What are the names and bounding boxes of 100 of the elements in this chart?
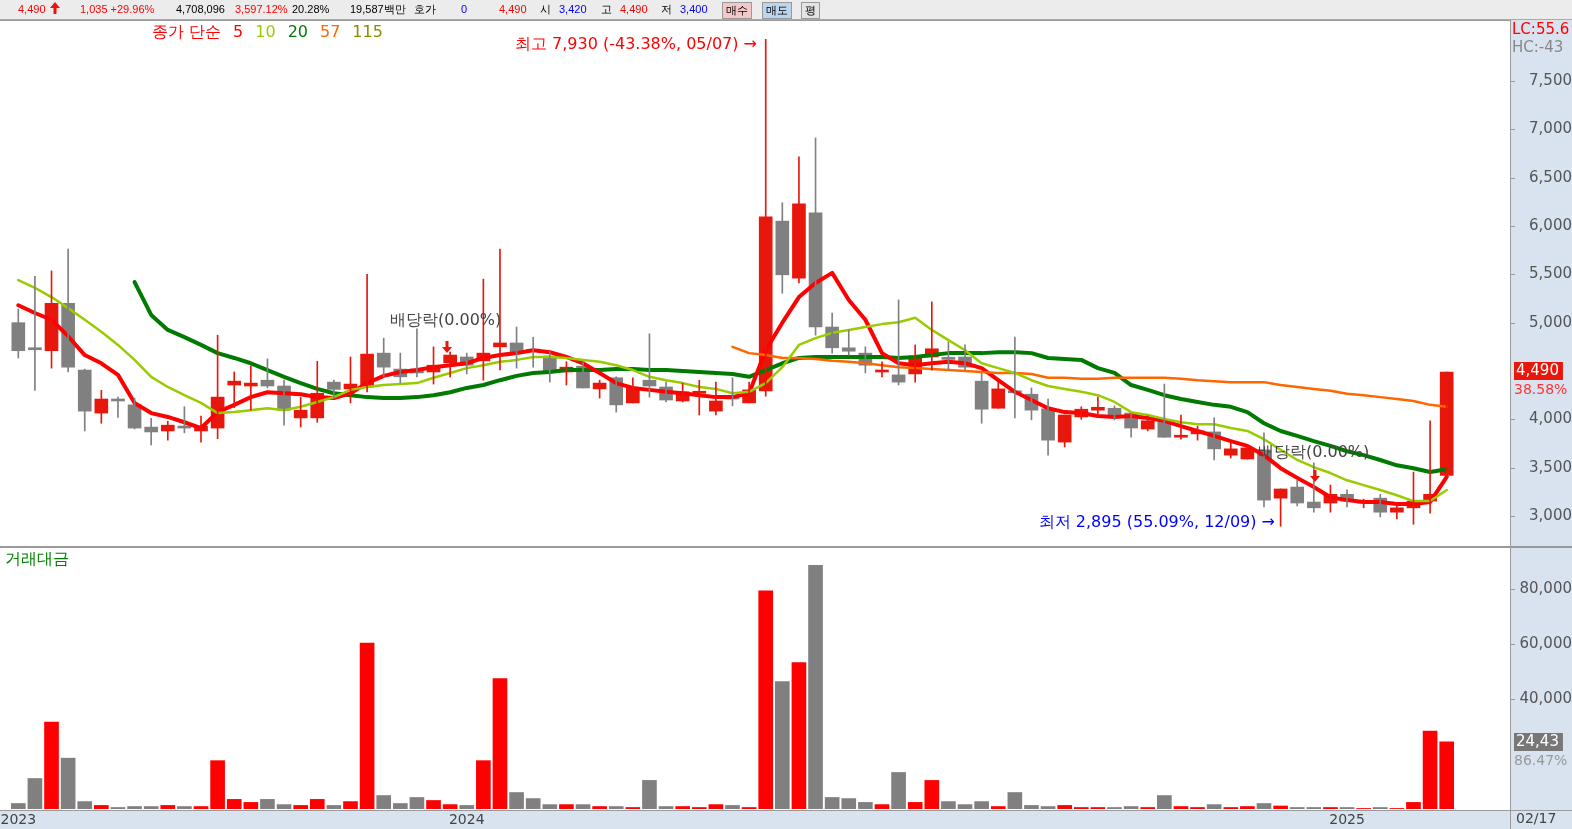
bar bbox=[276, 804, 292, 809]
bar bbox=[426, 800, 441, 809]
text: 20.28% bbox=[292, 2, 330, 17]
legend-label: 115 bbox=[352, 22, 383, 43]
text: 4,490 bbox=[620, 2, 648, 17]
bar bbox=[293, 805, 308, 809]
text: 3,597.12% bbox=[235, 2, 288, 17]
bar bbox=[27, 778, 43, 809]
bar bbox=[1007, 792, 1023, 809]
text: 3,400 bbox=[680, 2, 708, 17]
text: 4,490 bbox=[1516, 360, 1559, 379]
bar bbox=[459, 805, 475, 809]
bar bbox=[10, 803, 26, 809]
y-tick-label: 3,000 bbox=[1529, 505, 1572, 524]
bar bbox=[891, 772, 906, 809]
bar bbox=[343, 801, 358, 809]
bar bbox=[392, 803, 408, 809]
bar bbox=[193, 806, 209, 809]
text: 고 bbox=[601, 2, 612, 17]
bar bbox=[658, 806, 674, 809]
x-tick-label: 2025 bbox=[1329, 811, 1365, 828]
bar bbox=[260, 799, 275, 809]
bar bbox=[874, 804, 890, 809]
y-tick-label: 60,000 bbox=[1519, 634, 1572, 653]
annotation: 최고 7,930 (-43.38%, 05/07) → bbox=[514, 34, 757, 54]
bar bbox=[476, 760, 491, 809]
bar bbox=[127, 806, 142, 809]
bar bbox=[1057, 805, 1073, 809]
bar bbox=[775, 681, 790, 809]
y-tick-label: 5,500 bbox=[1529, 264, 1572, 283]
legend-title: 종가 단순 bbox=[152, 22, 222, 43]
bar bbox=[60, 757, 76, 809]
text: 0 bbox=[461, 2, 468, 17]
bar bbox=[642, 780, 657, 809]
bar bbox=[44, 721, 59, 809]
bar bbox=[160, 805, 176, 809]
y-tick-label: 7,500 bbox=[1529, 70, 1572, 89]
y-tick-label: 5,000 bbox=[1529, 312, 1572, 331]
y-tick-label: 6,500 bbox=[1529, 167, 1572, 186]
text: 24,43 bbox=[1516, 731, 1559, 750]
bar bbox=[309, 799, 325, 809]
bar bbox=[1439, 741, 1455, 809]
text: 02/17 bbox=[1516, 809, 1557, 826]
bar bbox=[824, 797, 840, 809]
text: 5 bbox=[233, 22, 244, 43]
bar bbox=[1173, 806, 1189, 809]
bar bbox=[559, 804, 574, 809]
x-tick-label: 2024 bbox=[448, 811, 485, 828]
bar bbox=[376, 795, 392, 809]
bar bbox=[1123, 806, 1139, 809]
bar bbox=[1273, 805, 1288, 809]
text: HC:-43 bbox=[1512, 37, 1564, 56]
bar bbox=[77, 801, 93, 809]
candlestick bbox=[841, 329, 856, 356]
bar bbox=[808, 564, 823, 809]
annotation: 최저 2,895 (55.09%, 12/09) → bbox=[1038, 512, 1275, 532]
text: 매수 bbox=[722, 2, 752, 19]
y-tick-label: 3,500 bbox=[1529, 457, 1572, 476]
bar bbox=[442, 804, 458, 809]
bar bbox=[326, 805, 342, 809]
candlestick bbox=[28, 275, 42, 391]
bar bbox=[974, 801, 989, 809]
chart-title: 거래대금 bbox=[5, 549, 69, 570]
bar bbox=[409, 797, 425, 809]
bar bbox=[143, 806, 159, 809]
y-tick-label: 7,000 bbox=[1529, 119, 1572, 138]
x-tick-label: 2023 bbox=[0, 811, 37, 828]
bar bbox=[359, 642, 375, 809]
bar bbox=[210, 760, 225, 809]
text: 86.47% bbox=[1514, 751, 1568, 768]
bar bbox=[725, 805, 740, 809]
bar bbox=[226, 799, 242, 809]
bar bbox=[708, 804, 724, 809]
text: 19,587백만 bbox=[350, 2, 406, 17]
bar bbox=[592, 806, 607, 809]
text: 시 bbox=[540, 2, 551, 17]
bar bbox=[941, 801, 956, 809]
bar bbox=[1422, 730, 1438, 809]
text: 1,035 +29.96% bbox=[80, 2, 155, 17]
bar bbox=[608, 806, 624, 809]
bar bbox=[675, 806, 690, 809]
text: 4,708,096 bbox=[176, 2, 225, 17]
text: 4,490 bbox=[499, 2, 527, 17]
bar bbox=[492, 678, 508, 809]
text: 38.58% bbox=[1514, 380, 1568, 397]
text: 호가 bbox=[414, 2, 436, 17]
bar bbox=[509, 792, 524, 809]
y-tick-label: 40,000 bbox=[1519, 689, 1572, 707]
bar bbox=[858, 802, 873, 809]
bar bbox=[1157, 795, 1172, 809]
text: 4,490 bbox=[18, 2, 46, 17]
bar bbox=[1256, 803, 1272, 809]
y-tick-label: 6,000 bbox=[1529, 215, 1572, 234]
text: 57 bbox=[320, 22, 341, 43]
text: 10 bbox=[255, 22, 276, 43]
text: 20 bbox=[287, 22, 308, 43]
text: 3,420 bbox=[559, 2, 587, 17]
bar bbox=[177, 806, 192, 809]
text: 저 bbox=[661, 2, 672, 17]
bar bbox=[990, 806, 1006, 809]
